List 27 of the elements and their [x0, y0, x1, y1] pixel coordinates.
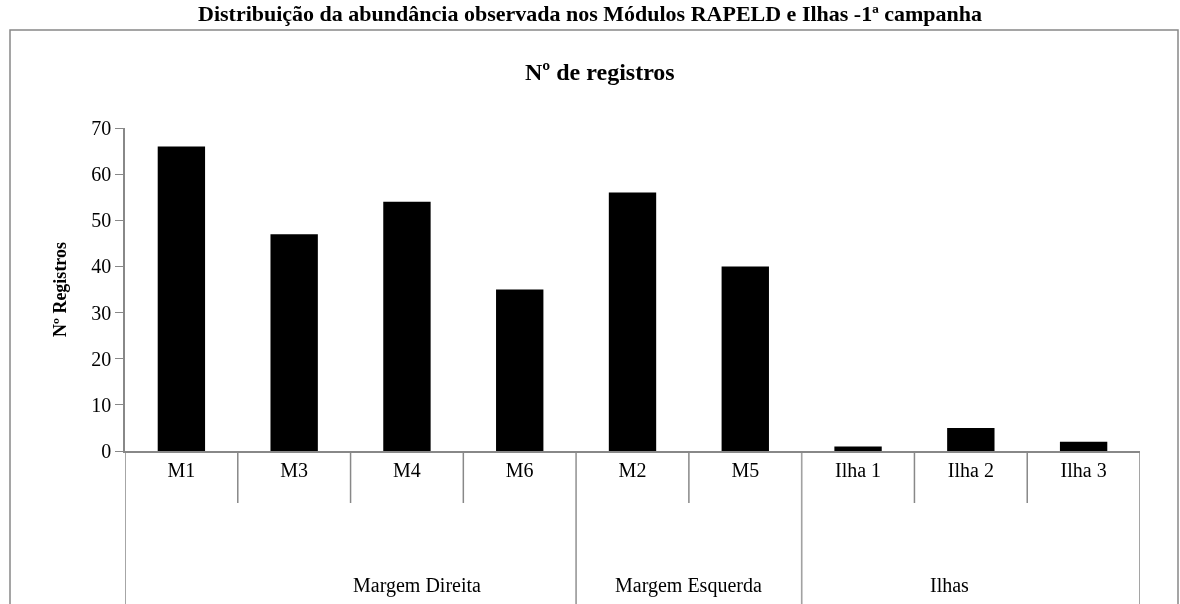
y-tick-label: 20: [91, 347, 112, 370]
x-axis-title: Ilhas: [930, 574, 970, 596]
y-tick-label: 70: [91, 117, 112, 139]
bar: [496, 289, 544, 451]
chart-title: Distribuição da abundância observada nos Módulos RAPELD e Ilhas -1ª campanha: [198, 1, 983, 26]
x-tick-label: M3: [280, 458, 309, 481]
y-tick-label: 10: [91, 393, 112, 416]
bar: [157, 146, 206, 451]
x-tick-label: M6: [505, 458, 534, 481]
bar: [270, 234, 318, 451]
x-tick-label: M1: [167, 458, 196, 481]
y-tick-label: 50: [91, 209, 112, 232]
x-axis-title: Margem Esquerda: [615, 574, 762, 597]
y-tick-label: 30: [91, 301, 112, 324]
chart-subtitle: Nº de registros: [525, 59, 675, 85]
y-axis-title: Nº Registros: [49, 241, 70, 338]
bar: [383, 201, 431, 451]
y-tick-label: 40: [91, 255, 112, 278]
x-tick-label: Ilha 3: [1060, 458, 1107, 481]
x-tick-label: M5: [731, 458, 760, 481]
x-tick-label: M4: [393, 458, 421, 481]
x-tick-label: Ilha 2: [947, 458, 994, 481]
x-axis-title: Margem Direita: [353, 574, 482, 597]
x-tick-label: Ilha 1: [835, 458, 882, 481]
x-tick-label: M2: [618, 458, 647, 481]
y-tick-label: 60: [91, 163, 112, 186]
y-tick-label: 0: [101, 440, 112, 462]
